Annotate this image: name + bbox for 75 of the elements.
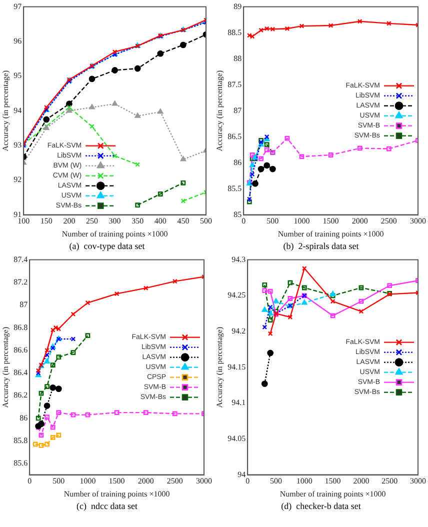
y-tick-label: 85.5 [228, 184, 242, 193]
x-tick-label: 500 [270, 476, 282, 486]
y-tick-label: 87.2 [14, 278, 28, 287]
y-tick-label: 96 [14, 36, 22, 46]
text: (c) ndcc data set [76, 500, 138, 513]
x-tick-label: 450 [177, 216, 190, 226]
text: (d) checker-b data set [280, 500, 362, 513]
x-tick-label: 2500 [382, 476, 398, 486]
y-tick-label: 94.2 [232, 326, 246, 336]
x-tick-label: 2000 [138, 476, 154, 486]
x-tick-label: 250 [86, 216, 98, 226]
x-tick-label: 2500 [380, 216, 397, 226]
x-tick-label: 500 [266, 216, 279, 226]
y-axis-title: Accuracy (in percentage) [0, 70, 10, 152]
y-tick-label: 86.6 [14, 345, 28, 354]
x-tick-label: 1500 [324, 476, 341, 486]
y-tick-label: 94.1 [232, 398, 246, 408]
y-tick-label: 94 [14, 106, 22, 115]
x-tick-label: 500 [52, 476, 65, 486]
y-tick-label: 97 [14, 2, 22, 11]
y-tick-label: 85.8 [14, 436, 28, 445]
y-tick-label: 88 [234, 54, 242, 63]
y-tick-label: 89 [234, 2, 242, 11]
x-tick-label: 0 [246, 476, 250, 486]
x-tick-label: 0 [28, 476, 32, 486]
x-tick-label: 2000 [353, 476, 370, 486]
y-tick-label: 87.5 [228, 80, 242, 89]
y-tick-label: 86.8 [14, 322, 28, 332]
y-tick-label: 95 [14, 71, 22, 80]
y-tick-label: 94.25 [228, 290, 246, 300]
x-tick-label: 1000 [294, 216, 310, 226]
y-tick-label: 92 [14, 175, 22, 184]
x-tick-label: 1500 [322, 216, 339, 226]
x-axis-title: Number of training points ×1000 [62, 229, 168, 238]
x-tick-label: 300 [108, 216, 121, 226]
y-tick-label: 86.2 [14, 390, 28, 400]
y-tick-label: 86.5 [228, 132, 242, 141]
x-tick-label: 400 [154, 216, 166, 226]
y-tick-label: 94 [238, 470, 246, 479]
y-tick-label: 86.4 [14, 368, 28, 378]
y-tick-label: 93 [14, 140, 22, 150]
x-tick-label: 200 [63, 216, 76, 226]
x-tick-label: 100 [18, 216, 30, 226]
x-axis-title: Number of training points ×1000 [64, 489, 170, 498]
x-tick-label: 3000 [410, 476, 426, 486]
text: (a) cov-type data set [68, 240, 146, 253]
x-tick-label: 1000 [80, 476, 96, 486]
text: (b) 2-spirals data set [282, 240, 360, 253]
x-tick-label: 3000 [196, 476, 212, 486]
x-tick-label: 500 [200, 216, 212, 226]
y-tick-label: 94.3 [232, 254, 246, 264]
x-tick-label: 1000 [296, 476, 312, 486]
x-tick-label: 150 [40, 216, 52, 226]
y-tick-label: 86 [20, 413, 28, 422]
y-tick-label: 87 [234, 106, 242, 115]
x-tick-label: 2500 [166, 476, 183, 486]
y-tick-label: 85.6 [14, 458, 28, 468]
y-axis-title: Accuracy (in percentage) [214, 326, 224, 408]
x-tick-label: 2000 [352, 216, 368, 226]
y-tick-label: 87 [20, 300, 28, 310]
x-axis-title: Number of training points ×1000 [278, 229, 384, 238]
x-axis-title: Number of training points ×1000 [280, 489, 386, 498]
y-tick-label: 88.5 [228, 28, 242, 37]
x-tick-label: 0 [242, 216, 246, 226]
y-tick-label: 94.15 [228, 362, 246, 372]
x-tick-label: 3000 [410, 216, 426, 226]
y-tick-label: 91 [14, 210, 22, 219]
y-axis-title: Accuracy (in percentage) [0, 326, 10, 408]
y-tick-label: 87.4 [14, 254, 28, 264]
y-tick-label: 85 [234, 210, 242, 219]
y-tick-label: 94.05 [228, 434, 246, 444]
x-tick-label: 1500 [108, 476, 125, 486]
y-axis-title: Accuracy (in percentage) [214, 70, 224, 152]
x-tick-label: 350 [132, 216, 144, 226]
y-tick-label: 86 [234, 158, 242, 167]
